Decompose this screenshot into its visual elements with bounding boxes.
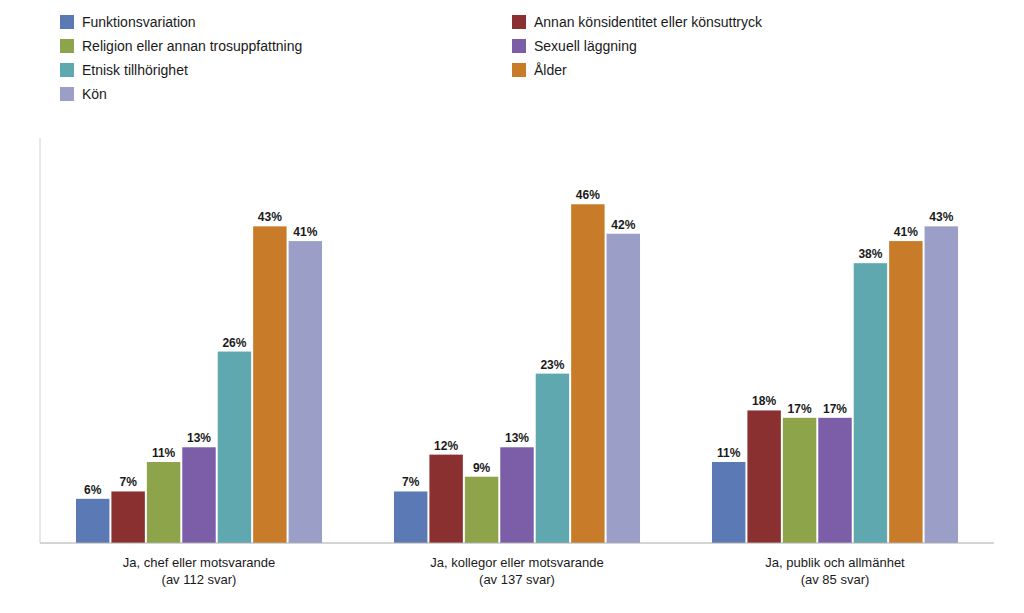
legend-swatch [60,39,74,53]
x-tick-label: Ja, publik och allmänhet (av 85 svar) [765,555,905,587]
x-axis: Ja, chef eller motsvarande(av 112 svar)J… [40,543,994,587]
bar [76,499,109,543]
bar [147,462,180,543]
legend-label: Annan könsidentitet eller könsuttryck [534,14,763,30]
data-label: 13% [187,431,211,445]
legend-label: Funktionsvariation [82,14,196,30]
x-tick-label: Ja, chef eller motsvarande (av 112 svar) [123,555,275,587]
data-label: 12% [434,439,458,453]
data-label: 18% [752,394,776,408]
bar [889,241,922,543]
legend: Funktionsvariation Annan könsidentitet el… [60,14,763,102]
data-label: 6% [84,483,102,497]
bar [218,352,251,543]
legend-label: Etnisk tillhörighet [82,62,188,78]
data-label: 7% [119,475,137,489]
bar [500,447,533,543]
x-tick-label-line: Ja, chef eller motsvarande [123,555,275,570]
bars [76,204,958,543]
bar [712,462,745,543]
x-tick-label-line: Ja, kollegor eller motsvarande [430,555,603,570]
chart-container: Funktionsvariation Annan könsidentitet el… [0,0,1024,613]
bar [253,226,286,543]
data-label: 17% [788,402,812,416]
bar [289,241,322,543]
bar [465,477,498,543]
data-label: 46% [576,188,600,202]
x-tick-label: Ja, kollegor eller motsvarande (av 137 sv… [430,555,603,587]
data-label: 41% [293,225,317,239]
y-axis-line [40,138,41,543]
data-labels: 6% 7% 11% 7% 12% 18% 11% 9% 17% 13% 13% 17% 26% 23% 38… [84,188,954,497]
x-tick-label-line: (av 112 svar) [162,572,237,587]
x-tick-label-line: (av 137 svar) [479,572,555,587]
bar [854,263,887,543]
data-label: 17% [823,402,847,416]
bar [818,418,851,543]
data-label: 43% [258,210,282,224]
legend-swatch [60,15,74,29]
bar [783,418,816,543]
legend-label: Sexuell läggning [534,38,637,54]
x-tick-label-line: Ja, publik och allmänhet [765,555,905,570]
bar [536,374,569,543]
legend-swatch [60,87,74,101]
data-label: 26% [222,336,246,350]
data-label: 43% [929,210,953,224]
bar [429,455,462,543]
data-label: 11% [717,446,741,460]
bar [394,491,427,543]
x-axis-line [40,543,994,544]
bar [607,234,640,543]
bar [571,204,604,543]
data-label: 9% [473,461,491,475]
legend-label: Kön [82,86,107,102]
legend-swatch [512,39,526,53]
data-label: 42% [611,218,635,232]
data-label: 41% [894,225,918,239]
bar [925,226,958,543]
legend-label: Ålder [534,62,567,78]
legend-swatch [512,15,526,29]
data-label: 7% [402,475,420,489]
bar [182,447,215,543]
data-label: 23% [540,358,564,372]
legend-label: Religion eller annan trosuppfattning [82,38,302,54]
y-axis [40,138,41,543]
x-tick-label-line: (av 85 svar) [801,572,870,587]
legend-swatch [60,63,74,77]
chart-svg: Funktionsvariation Annan könsidentitet el… [0,0,1024,613]
legend-swatch [512,63,526,77]
bar [747,410,780,543]
data-label: 38% [858,247,882,261]
data-label: 11% [152,446,176,460]
bar [111,491,144,543]
data-label: 13% [505,431,529,445]
